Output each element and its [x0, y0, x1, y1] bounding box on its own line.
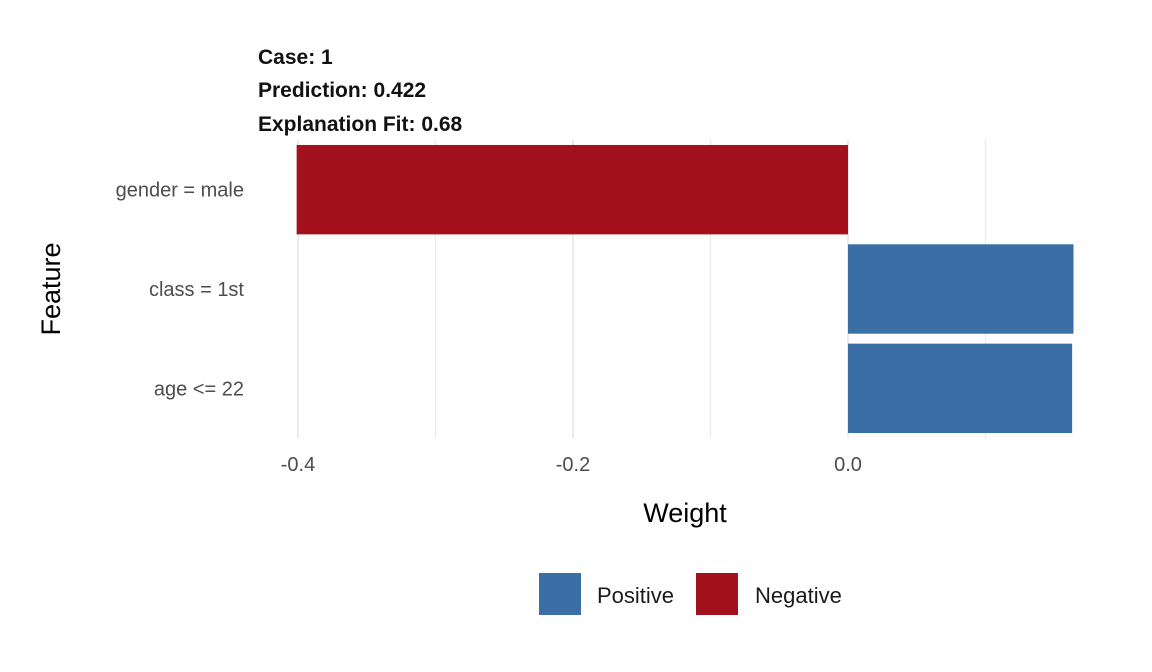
bar-age-22: [848, 343, 1073, 434]
x-tick-label: -0.4: [281, 454, 315, 476]
y-tick-label: age <= 22: [154, 378, 244, 400]
x-tick-label: -0.2: [556, 454, 590, 476]
x-tick-labels: -0.4 -0.2 0.0: [281, 454, 862, 476]
bar-gender-male: [296, 144, 848, 235]
case-label: Case: 1: [258, 46, 333, 69]
explanation-fit-label: Explanation Fit: 0.68: [258, 113, 463, 136]
prediction-label: Prediction: 0.422: [258, 79, 427, 102]
y-tick-label: class = 1st: [149, 279, 244, 301]
x-axis-title: Weight: [643, 498, 727, 528]
y-tick-label: gender = male: [116, 180, 244, 202]
legend-key-positive: [539, 573, 581, 615]
legend-label-negative: Negative: [755, 583, 842, 608]
legend: Positive Negative: [539, 573, 842, 615]
y-tick-labels: gender = male class = 1st age <= 22: [116, 180, 245, 401]
x-tick-label: 0.0: [834, 454, 862, 476]
legend-label-positive: Positive: [597, 583, 674, 608]
y-axis-title: Feature: [36, 242, 66, 335]
bar-class-1st: [848, 244, 1074, 334]
bars: [296, 144, 1074, 434]
legend-key-negative: [696, 573, 738, 615]
